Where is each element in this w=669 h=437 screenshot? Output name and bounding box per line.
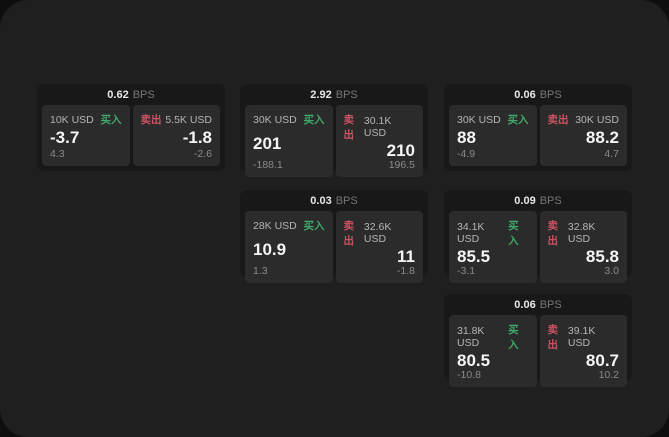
bps-value: 0.62 bbox=[107, 88, 129, 101]
sell-panel[interactable]: 卖出 30K USD 88.2 4.7 bbox=[539, 105, 627, 166]
sell-price: 88.2 bbox=[585, 128, 619, 147]
sell-price: 85.8 bbox=[585, 247, 619, 266]
bps-value: 0.03 bbox=[310, 194, 332, 207]
sell-delta: 10.2 bbox=[598, 369, 619, 381]
buy-price: 88 bbox=[457, 128, 476, 147]
buy-chip: 买入 bbox=[100, 114, 122, 126]
price-tile: 0.06 BPS 30K USD 买入 88 -4.9 卖出 30K USD 8… bbox=[444, 84, 632, 171]
buy-chip: 买入 bbox=[303, 220, 325, 232]
buy-delta: 1.3 bbox=[253, 265, 268, 277]
bps-unit-label: BPS bbox=[539, 194, 562, 207]
buy-size-label: 28K USD bbox=[253, 219, 297, 232]
buy-panel[interactable]: 31.8K USD 买入 80.5 -10.8 bbox=[449, 315, 537, 387]
sell-size-label: 32.6K USD bbox=[363, 221, 392, 245]
bps-value: 2.92 bbox=[310, 88, 332, 101]
buy-delta: -10.8 bbox=[457, 369, 481, 381]
sell-size-label: 30K USD bbox=[575, 113, 619, 126]
tile-bps-header: 0.06 BPS bbox=[444, 294, 632, 315]
buy-panel[interactable]: 30K USD 买入 201 -188.1 bbox=[245, 105, 333, 177]
sell-delta: 4.7 bbox=[604, 148, 619, 160]
buy-delta: -4.9 bbox=[457, 148, 476, 160]
buy-price: 10.9 bbox=[253, 239, 287, 259]
sell-chip: 卖出 bbox=[343, 220, 355, 247]
sell-delta: 3.0 bbox=[604, 265, 619, 277]
bps-value: 0.06 bbox=[514, 88, 536, 101]
buy-delta: -188.1 bbox=[253, 159, 283, 171]
tile-bps-header: 0.06 BPS bbox=[444, 84, 632, 105]
sell-chip: 卖出 bbox=[547, 114, 569, 126]
sell-panel[interactable]: 卖出 32.8K USD 85.8 3.0 bbox=[539, 211, 627, 283]
tile-bps-header: 0.03 BPS bbox=[240, 190, 428, 211]
buy-panel[interactable]: 28K USD 买入 10.9 1.3 bbox=[245, 211, 333, 283]
buy-size-label: 30K USD bbox=[253, 113, 297, 126]
sell-size-label: 30.1K USD bbox=[363, 115, 392, 139]
price-tile: 0.03 BPS 28K USD 买入 10.9 1.3 卖出 32.6K US… bbox=[240, 190, 428, 283]
sell-panel[interactable]: 卖出 5.5K USD -1.8 -2.6 bbox=[132, 105, 220, 166]
buy-size-label: 10K USD bbox=[50, 113, 94, 126]
sell-price: -1.8 bbox=[182, 128, 212, 147]
sell-price: 11 bbox=[397, 247, 415, 266]
bps-value: 0.06 bbox=[514, 298, 536, 311]
bps-unit-label: BPS bbox=[539, 88, 562, 101]
sell-delta: 196.5 bbox=[388, 159, 415, 171]
tile-bps-header: 2.92 BPS bbox=[240, 84, 428, 105]
sell-price: 80.7 bbox=[585, 351, 619, 370]
bps-unit-label: BPS bbox=[132, 88, 155, 101]
buy-price: 80.5 bbox=[457, 351, 491, 370]
buy-size-label: 30K USD bbox=[457, 113, 501, 126]
sell-chip: 卖出 bbox=[343, 114, 355, 141]
buy-chip: 买入 bbox=[508, 324, 519, 351]
buy-chip: 买入 bbox=[507, 114, 529, 126]
tile-bps-header: 0.09 BPS bbox=[444, 190, 632, 211]
buy-size-label: 34.1K USD bbox=[457, 221, 485, 245]
buy-size-label: 31.8K USD bbox=[457, 325, 485, 349]
bps-unit-label: BPS bbox=[335, 88, 358, 101]
bps-value: 0.09 bbox=[514, 194, 536, 207]
bps-unit-label: BPS bbox=[335, 194, 358, 207]
buy-panel[interactable]: 30K USD 买入 88 -4.9 bbox=[449, 105, 537, 166]
price-tile: 0.09 BPS 34.1K USD 买入 85.5 -3.1 卖出 32.8K… bbox=[444, 190, 632, 283]
buy-price: 85.5 bbox=[457, 247, 491, 266]
sell-chip: 卖出 bbox=[140, 114, 162, 126]
buy-panel[interactable]: 10K USD 买入 -3.7 4.3 bbox=[42, 105, 130, 166]
bps-unit-label: BPS bbox=[539, 298, 562, 311]
buy-price: -3.7 bbox=[50, 128, 80, 147]
sell-delta: -1.8 bbox=[396, 265, 415, 277]
price-tile: 2.92 BPS 30K USD 买入 201 -188.1 卖出 30.1K … bbox=[240, 84, 428, 177]
sell-panel[interactable]: 卖出 32.6K USD 11 -1.8 bbox=[335, 211, 423, 283]
tile-bps-header: 0.62 BPS bbox=[37, 84, 225, 105]
sell-size-label: 39.1K USD bbox=[567, 325, 596, 349]
buy-panel[interactable]: 34.1K USD 买入 85.5 -3.1 bbox=[449, 211, 537, 283]
buy-delta: 4.3 bbox=[50, 148, 65, 160]
sell-chip: 卖出 bbox=[547, 220, 559, 247]
sell-size-label: 32.8K USD bbox=[567, 221, 596, 245]
sell-size-label: 5.5K USD bbox=[165, 113, 212, 126]
buy-chip: 买入 bbox=[303, 114, 325, 126]
sell-delta: -2.6 bbox=[193, 148, 212, 160]
sell-panel[interactable]: 卖出 39.1K USD 80.7 10.2 bbox=[539, 315, 627, 387]
sell-panel[interactable]: 卖出 30.1K USD 210 196.5 bbox=[335, 105, 423, 177]
price-tile: 0.62 BPS 10K USD 买入 -3.7 4.3 卖出 5.5K USD… bbox=[37, 84, 225, 171]
sell-chip: 卖出 bbox=[547, 324, 559, 351]
sell-price: 210 bbox=[386, 141, 415, 160]
price-tile: 0.06 BPS 31.8K USD 买入 80.5 -10.8 卖出 39.1… bbox=[444, 294, 632, 387]
buy-chip: 买入 bbox=[508, 220, 519, 247]
buy-price: 201 bbox=[253, 133, 282, 153]
buy-delta: -3.1 bbox=[457, 265, 476, 277]
